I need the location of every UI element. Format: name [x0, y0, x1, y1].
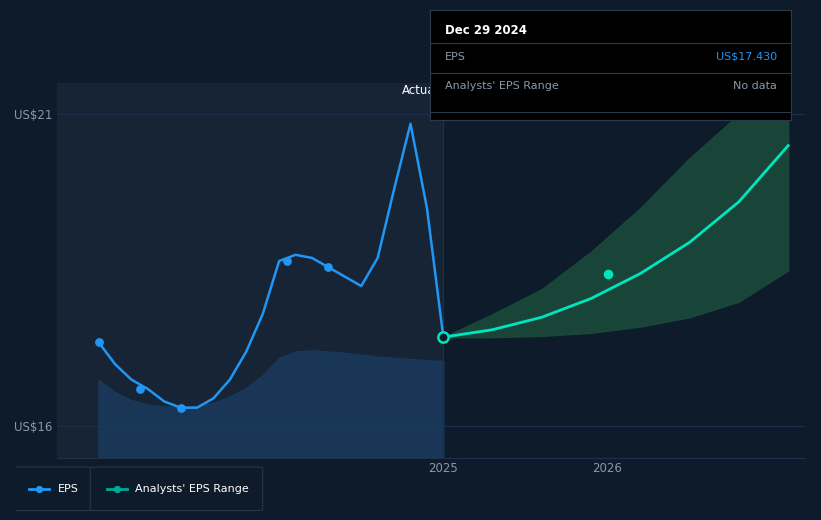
Text: US$17.430: US$17.430 — [716, 52, 777, 62]
Point — [437, 333, 450, 341]
FancyBboxPatch shape — [90, 467, 263, 511]
FancyBboxPatch shape — [12, 467, 94, 511]
Text: No data: No data — [733, 81, 777, 92]
Point — [322, 263, 335, 271]
Text: EPS: EPS — [57, 484, 78, 494]
Text: Analysts' EPS Range: Analysts' EPS Range — [445, 81, 558, 92]
Point — [601, 269, 614, 278]
Bar — [57, 83, 443, 458]
Point — [133, 385, 146, 393]
Point — [174, 404, 187, 412]
Text: Actual: Actual — [401, 84, 438, 97]
Point — [281, 257, 294, 265]
Text: Analysts Forecasts: Analysts Forecasts — [455, 84, 565, 97]
Text: Dec 29 2024: Dec 29 2024 — [445, 23, 526, 36]
Text: Analysts' EPS Range: Analysts' EPS Range — [135, 484, 250, 494]
Point — [110, 485, 123, 493]
Point — [92, 338, 105, 346]
Point — [33, 485, 46, 493]
Text: EPS: EPS — [445, 52, 466, 62]
